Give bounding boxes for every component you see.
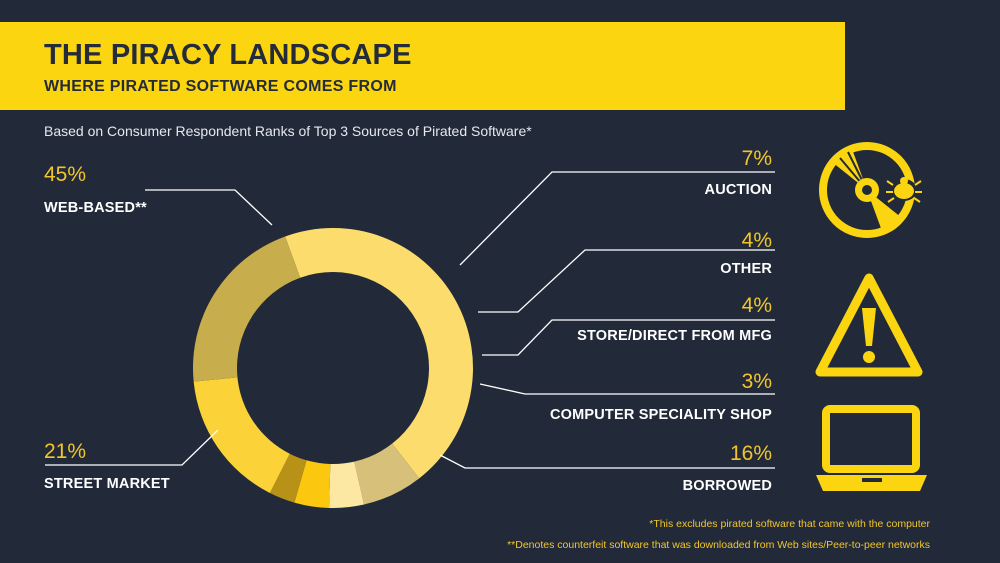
slice-other xyxy=(329,461,365,508)
slice-street-market xyxy=(193,236,301,382)
laptop-icon xyxy=(816,405,927,491)
warning-icon xyxy=(815,273,923,377)
pct-borrowed: 16% xyxy=(729,442,772,465)
slice-auction xyxy=(354,443,420,505)
page-title: THE PIRACY LANDSCAPE xyxy=(44,39,412,71)
slice-borrowed xyxy=(193,377,290,493)
chart-note: Based on Consumer Respondent Ranks of To… xyxy=(44,123,532,139)
leader-speciality xyxy=(479,383,775,395)
footnote-2: **Denotes counterfeit software that was … xyxy=(507,539,930,551)
pct-web-based: 45% xyxy=(44,163,87,186)
label-street-market: STREET MARKET xyxy=(44,476,170,492)
slice-computer-speciality-shop xyxy=(269,453,307,503)
pct-store: 4% xyxy=(741,294,772,317)
leader-auction xyxy=(459,171,775,266)
title-banner xyxy=(0,22,845,110)
page-subtitle: WHERE PIRATED SOFTWARE COMES FROM xyxy=(44,78,397,95)
label-other: OTHER xyxy=(720,261,772,277)
slice-store-direct-from-mfg xyxy=(294,460,331,508)
leader-other xyxy=(478,249,775,313)
pct-auction: 7% xyxy=(741,147,772,170)
leader-web-based xyxy=(145,189,273,226)
label-web-based: WEB-BASED** xyxy=(44,200,147,216)
pct-speciality: 3% xyxy=(741,370,772,393)
label-borrowed: BORROWED xyxy=(682,478,772,494)
slice-web-based xyxy=(285,228,473,479)
label-speciality: COMPUTER SPECIALITY SHOP xyxy=(549,407,772,423)
pct-other: 4% xyxy=(741,229,772,252)
label-store: STORE/DIRECT FROM MFG xyxy=(577,328,772,344)
leader-store xyxy=(482,319,775,356)
leader-borrowed xyxy=(439,454,775,469)
label-auction: AUCTION xyxy=(704,182,772,198)
footnote-1: *This excludes pirated software that cam… xyxy=(649,518,930,530)
disc-bug-icon xyxy=(819,142,922,238)
leader-street xyxy=(45,429,219,466)
pct-street-market: 21% xyxy=(44,440,87,463)
